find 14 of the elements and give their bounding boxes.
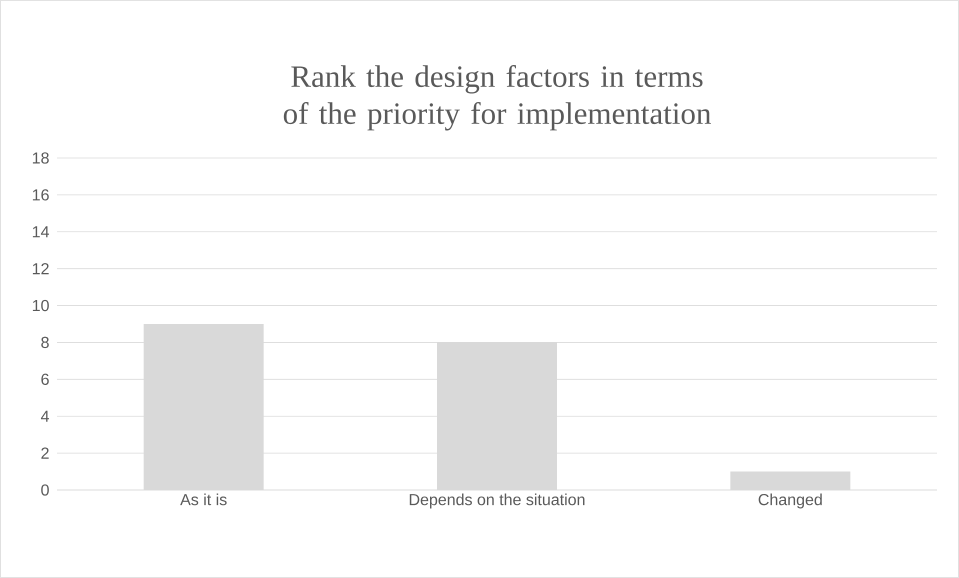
chart-title: Rank the design factors in terms of the priority for implementation [284,64,711,130]
y-tick-label: 16 [32,189,49,201]
y-tick-label: 0 [41,484,49,496]
x-tick-label: As it is [180,494,227,506]
y-tick-label: 12 [32,263,49,274]
y-tick-label: 14 [32,226,50,238]
y-tick-label: 10 [32,300,49,312]
y-tick-label: 6 [41,374,49,385]
x-tick-label: Changed [758,494,822,508]
y-tick-label: 2 [41,448,49,459]
y-tick-label: 8 [41,336,49,348]
y-tick-label: 4 [40,410,50,422]
x-tick-label: Depends on the situation [410,494,584,508]
y-tick-label: 18 [32,152,49,164]
